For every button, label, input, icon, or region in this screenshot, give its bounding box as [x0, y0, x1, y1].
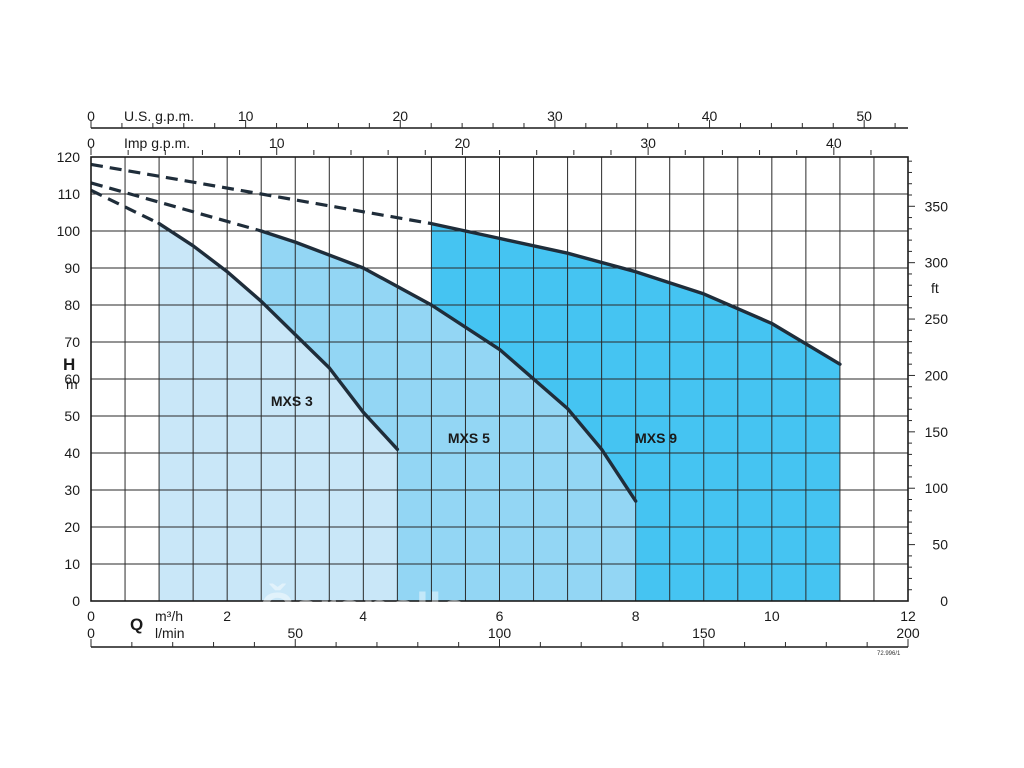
tick-label-lmin: 150 [692, 625, 716, 641]
area-mxs-3 [159, 223, 398, 601]
tick-label-ft: 50 [932, 537, 948, 553]
tick-label-ft: 100 [925, 480, 949, 496]
series-label-mxs-3: MXS 3 [271, 393, 313, 409]
top-imp-axis-label: Imp g.p.m. [124, 135, 190, 151]
tick-label-h-m: 70 [64, 334, 80, 350]
x-primary-unit: m³/h [155, 608, 183, 624]
tick-label-ft: 200 [925, 367, 949, 383]
tick-label-imp-gpm: 0 [87, 135, 95, 151]
tick-label-m3h: 10 [764, 608, 780, 624]
tick-label-m3h: 2 [223, 608, 231, 624]
tick-label-ft: 150 [925, 424, 949, 440]
tick-labels: 0 10 20 30 40 500 10 20 30 400 2 4 6 8 10 120 50 100 150 20… [57, 108, 949, 641]
tick-label-imp-gpm: 40 [826, 135, 842, 151]
tick-label-m3h: 4 [359, 608, 367, 624]
tick-label-h-m: 0 [72, 593, 80, 609]
curve-mxs-5 [259, 229, 638, 503]
q-axis-letter: Q [130, 615, 143, 634]
tick-label-imp-gpm: 10 [269, 135, 285, 151]
tick-label-h-m: 90 [64, 260, 80, 276]
tick-label-lmin: 50 [287, 625, 303, 641]
tick-label-h-m: 10 [64, 556, 80, 572]
series-curves: MXS 3 MXS 5 MXS 9 [90, 162, 842, 503]
tick-label-lmin: 0 [87, 625, 95, 641]
shutoff-line-mxs-5 [90, 181, 262, 233]
tick-label-ft: 300 [925, 255, 949, 271]
tick-label-h-m: 80 [64, 297, 80, 313]
tick-label-imp-gpm: 20 [455, 135, 471, 151]
shutoff-line-mxs-3 [90, 188, 160, 226]
y-axis-unit: m [66, 376, 78, 392]
tick-label-ft: 250 [925, 311, 949, 327]
series-label-mxs-5: MXS 5 [448, 430, 490, 446]
tick-label-us-gpm: 50 [856, 108, 872, 124]
series-label-mxs-9: MXS 9 [635, 430, 677, 446]
x-secondary-unit: l/min [155, 625, 185, 641]
tick-label-h-m: 60 [64, 371, 80, 387]
tick-label-ft: 0 [940, 593, 948, 609]
y-axis-letter: H [63, 355, 75, 374]
tick-label-us-gpm: 10 [238, 108, 254, 124]
tick-label-us-gpm: 40 [702, 108, 718, 124]
shutoff-line-mxs-9 [90, 162, 432, 226]
plot-border [90, 156, 909, 602]
tick-label-h-m: 20 [64, 519, 80, 535]
curve-mxs-3 [157, 221, 400, 451]
tick-label-m3h: 6 [496, 608, 504, 624]
tick-label-ft: 350 [925, 198, 949, 214]
tick-label-h-m: 100 [57, 223, 81, 239]
watermark: Čarapalla [260, 583, 468, 635]
y-right-axis-unit: ft [931, 280, 939, 296]
tick-label-imp-gpm: 30 [640, 135, 656, 151]
tick-label-us-gpm: 0 [87, 108, 95, 124]
tick-label-h-m: 110 [58, 186, 81, 202]
tick-label-h-m: 40 [64, 445, 80, 461]
tick-label-h-m: 30 [64, 482, 80, 498]
tick-label-m3h: 0 [87, 608, 95, 624]
grid-lines [91, 157, 908, 601]
tick-label-m3h: 12 [900, 608, 916, 624]
tick-label-m3h: 8 [632, 608, 640, 624]
tick-label-us-gpm: 20 [392, 108, 408, 124]
figure-code: 72.996/1 [877, 651, 901, 657]
axis-frame [90, 120, 915, 648]
tick-label-h-m: 50 [64, 408, 80, 424]
top-us-axis-label: U.S. g.p.m. [124, 108, 194, 124]
tick-label-h-m: 120 [57, 149, 81, 165]
tick-label-lmin: 100 [488, 625, 512, 641]
tick-label-us-gpm: 30 [547, 108, 563, 124]
tick-label-lmin: 200 [896, 625, 920, 641]
curve-mxs-9 [429, 221, 842, 366]
